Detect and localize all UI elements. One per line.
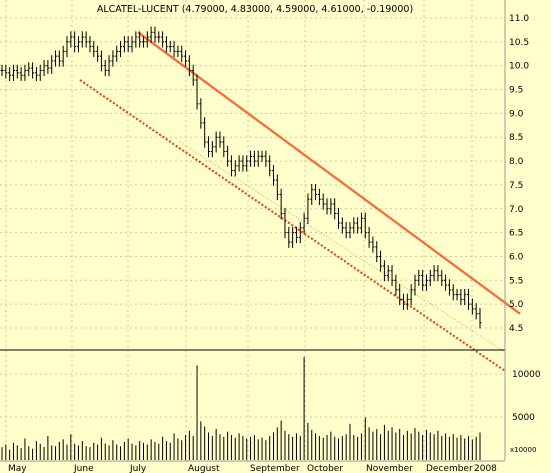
price-tick-label: 6.5 bbox=[509, 229, 523, 239]
trendline-dotted bbox=[79, 79, 506, 372]
month-label: October bbox=[307, 464, 343, 473]
month-label: 2008 bbox=[474, 464, 497, 473]
price-tick-label: 8.5 bbox=[509, 133, 523, 143]
price-tick-label: 4.5 bbox=[509, 324, 523, 334]
price-axis-labels: 11.0 10.5 10.0 9.5 9.0 8.5 8.0 7.5 7.0 6.5 6.0 5.5 5… bbox=[509, 14, 529, 334]
price-tick-label: 8.0 bbox=[509, 157, 524, 167]
price-bars bbox=[0, 26, 482, 329]
month-label: November bbox=[366, 464, 413, 473]
month-label: July bbox=[129, 464, 147, 473]
trendlines bbox=[79, 31, 521, 372]
volume-tick-label: 10000 bbox=[512, 370, 541, 380]
horizontal-gridlines bbox=[0, 17, 505, 329]
month-label: September bbox=[250, 464, 300, 473]
price-tick-label: 9.0 bbox=[509, 109, 524, 119]
price-tick-label: 10.0 bbox=[509, 62, 529, 72]
month-label: December bbox=[426, 464, 473, 473]
chart-title: ALCATEL-LUCENT (4.79000, 4.83000, 4.5900… bbox=[97, 4, 413, 15]
volume-axis-labels: 10000 5000 bbox=[0, 370, 541, 423]
vertical-gridlines bbox=[0, 0, 505, 462]
month-label: May bbox=[8, 464, 27, 473]
month-label: August bbox=[188, 464, 220, 473]
price-tick-label: 5.0 bbox=[509, 300, 524, 310]
price-tick-label: 7.5 bbox=[509, 181, 523, 191]
price-tick-label: 7.0 bbox=[509, 205, 524, 215]
price-tick-label: 6.0 bbox=[509, 252, 524, 262]
time-axis-labels: May June July August September October Novembe… bbox=[8, 464, 497, 473]
trendline-solid bbox=[137, 31, 521, 315]
volume-bars bbox=[1, 356, 481, 460]
volume-tick-label: 5000 bbox=[512, 413, 535, 423]
price-tick-label: 11.0 bbox=[509, 14, 529, 24]
volume-scale-label: x10000 bbox=[510, 446, 536, 454]
price-tick-label: 10.5 bbox=[509, 38, 529, 48]
price-tick-label: 5.5 bbox=[509, 276, 523, 286]
price-tick-label: 9.5 bbox=[509, 86, 523, 96]
month-label: June bbox=[73, 464, 94, 473]
